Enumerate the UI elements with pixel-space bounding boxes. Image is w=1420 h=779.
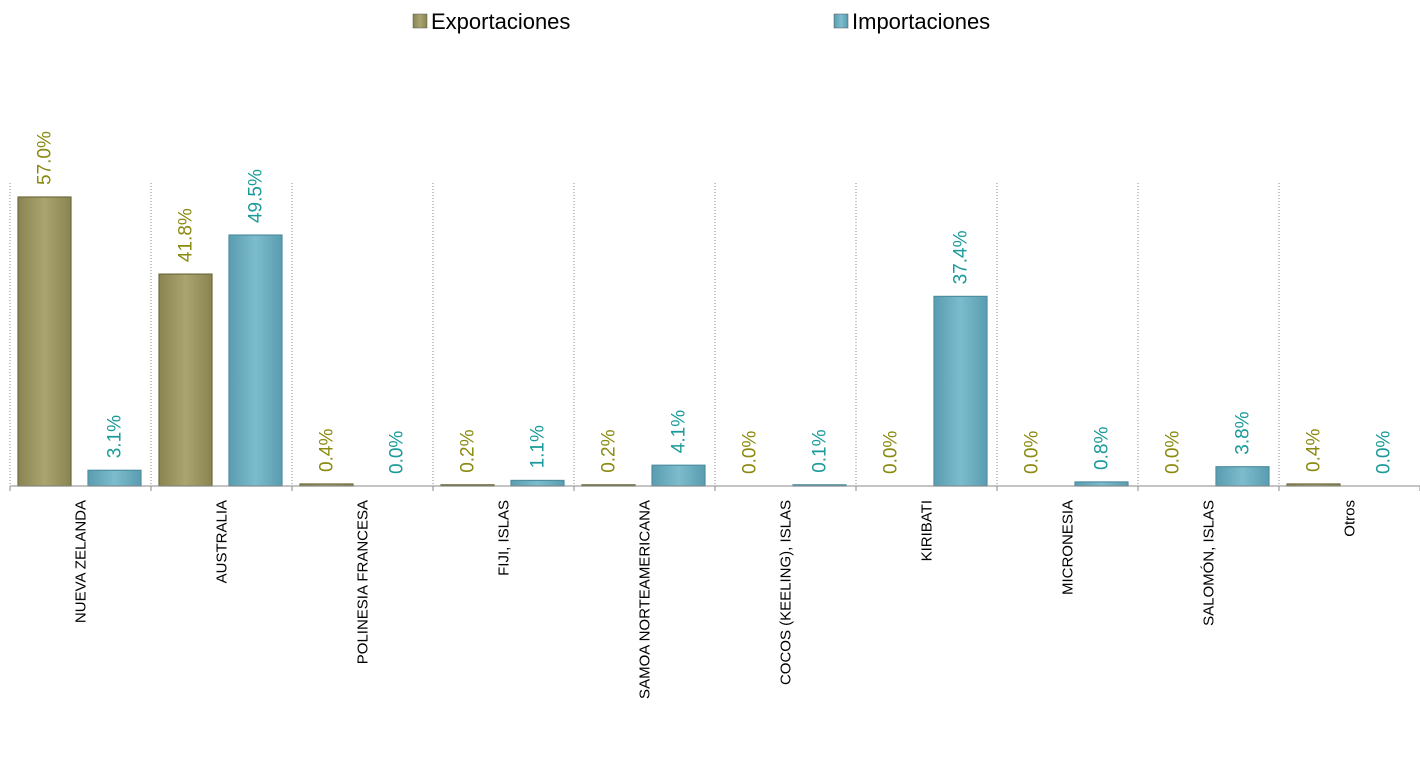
bar-exportaciones-nueva-zelanda xyxy=(17,196,72,487)
bar-importaciones-samoa-norteamericana xyxy=(651,464,706,487)
value-labels: 57.0% 3.1% 41.8% 49.5% 0.4% 0.0% 0.2% 1.1% 0.2% 4… xyxy=(35,131,1395,474)
bar-importaciones-kiribati xyxy=(933,295,988,487)
category-label-australia: AUSTRALIA xyxy=(214,500,231,583)
data-label-exportaciones-samoa-norteamericana: 0.2% xyxy=(599,429,620,472)
bar-importaciones-australia xyxy=(228,234,283,487)
gridlines xyxy=(9,183,1280,486)
category-label-salomon-islas: SALOMÓN, ISLAS xyxy=(1201,500,1218,626)
category-label-fiji-islas: FIJI, ISLAS xyxy=(496,500,513,576)
legend-label-importaciones: Importaciones xyxy=(852,9,990,34)
data-label-exportaciones-salomon-islas: 0.0% xyxy=(1163,431,1184,474)
data-label-importaciones-salomon-islas: 3.8% xyxy=(1233,411,1254,454)
bar-importaciones-micronesia xyxy=(1074,481,1129,487)
data-label-exportaciones-nueva-zelanda: 57.0% xyxy=(35,131,56,185)
bar-exportaciones-australia xyxy=(158,273,213,487)
data-label-exportaciones-fiji-islas: 0.2% xyxy=(458,429,479,472)
legend-swatch-exportaciones xyxy=(412,13,428,29)
data-label-exportaciones-cocos-keeling-islas: 0.0% xyxy=(740,431,761,474)
category-label-otros: Otros xyxy=(1342,500,1359,537)
data-label-importaciones-samoa-norteamericana: 4.1% xyxy=(669,410,690,453)
data-label-importaciones-cocos-keeling-islas: 0.1% xyxy=(810,429,831,472)
data-label-importaciones-micronesia: 0.8% xyxy=(1092,427,1113,470)
bar-importaciones-nueva-zelanda xyxy=(87,469,142,487)
data-label-importaciones-otros: 0.0% xyxy=(1374,431,1395,474)
category-label-micronesia: MICRONESIA xyxy=(1060,500,1077,595)
category-label-cocos-keeling-islas: COCOS (KEELING), ISLAS xyxy=(778,500,795,685)
category-label-kiribati: KIRIBATI xyxy=(919,500,936,561)
legend-label-exportaciones: Exportaciones xyxy=(431,9,570,34)
data-label-exportaciones-kiribati: 0.0% xyxy=(881,431,902,474)
data-label-importaciones-fiji-islas: 1.1% xyxy=(528,425,549,468)
data-label-importaciones-kiribati: 37.4% xyxy=(951,230,972,284)
data-label-exportaciones-polinesia-francesa: 0.4% xyxy=(317,429,338,472)
data-label-importaciones-polinesia-francesa: 0.0% xyxy=(387,431,408,474)
bar-importaciones-salomon-islas xyxy=(1215,466,1270,487)
bar-importaciones-fiji-islas xyxy=(510,479,565,487)
legend-swatch-importaciones xyxy=(833,13,849,29)
category-label-samoa-norteamericana: SAMOA NORTEAMERICANA xyxy=(637,500,654,699)
data-label-exportaciones-australia: 41.8% xyxy=(176,208,197,262)
data-label-exportaciones-micronesia: 0.0% xyxy=(1022,431,1043,474)
category-label-polinesia-francesa: POLINESIA FRANCESA xyxy=(355,500,372,664)
data-label-importaciones-nueva-zelanda: 3.1% xyxy=(105,415,126,458)
data-label-importaciones-australia: 49.5% xyxy=(246,169,267,223)
data-label-exportaciones-otros: 0.4% xyxy=(1304,429,1325,472)
legend: Exportaciones Importaciones xyxy=(412,9,990,34)
bars xyxy=(17,196,1341,487)
category-label-nueva-zelanda: NUEVA ZELANDA xyxy=(73,500,90,623)
x-axis xyxy=(9,485,1420,491)
category-labels: NUEVA ZELANDA AUSTRALIA POLINESIA FRANCESA… xyxy=(73,500,1359,699)
